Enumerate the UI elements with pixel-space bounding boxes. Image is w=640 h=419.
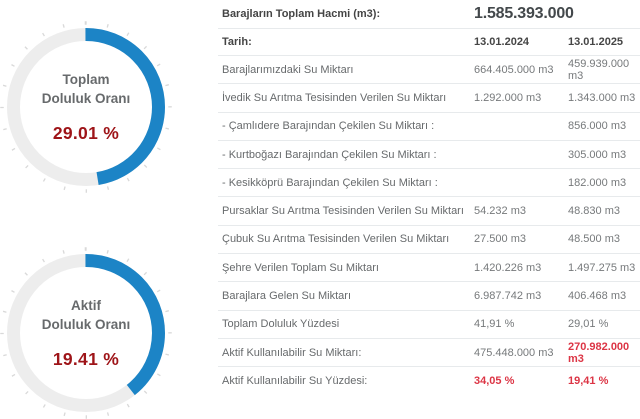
table-row: - Çamlıdere Barajından Çekilen Su Miktar… [218,113,640,141]
table-header-row: Barajların Toplam Hacmi (m3): 1.585.393.… [218,0,640,29]
table-body: Barajlarımızdaki Su Miktarı 664.405.000 … [218,56,640,396]
gauge-active-fill: Aktif Doluluk Oranı 19.41 % [0,245,174,419]
table-row: - Kesikköprü Barajından Çekilen Su Mikta… [218,169,640,198]
row-label: - Kurtboğazı Barajından Çekilen Su Mikta… [222,148,437,161]
gauge-percent-value: 19.41 % [52,349,120,369]
gauge-center-text: Aktif Doluluk Oranı 19.41 % [0,245,174,419]
table-row: Çubuk Su Arıtma Tesisinden Verilen Su Mi… [218,226,640,255]
value-2024: 27.500 m3 [474,233,526,246]
row-label: - Çamlıdere Barajından Çekilen Su Miktar… [222,120,435,133]
table-row: İvedik Su Arıtma Tesisinden Verilen Su M… [218,84,640,113]
row-label: Çubuk Su Arıtma Tesisinden Verilen Su Mi… [222,233,450,246]
table-row: Şehre Verilen Toplam Su Miktarı 1.420.22… [218,254,640,283]
total-volume-value: 1.585.393.000 [474,5,574,22]
gauge-center-text: Toplam Doluluk Oranı 29.01 % [0,19,174,195]
gauge-total-fill: Toplam Doluluk Oranı 29.01 % [0,19,174,195]
row-label: Toplam Doluluk Yüzdesi [222,318,340,331]
value-2024: 1.292.000 m3 [474,91,542,104]
value-2024: 41,91 % [474,318,515,331]
value-2024: 34,05 % [474,375,515,388]
table-row: Aktif Kullanılabilir Su Yüzdesi: 34,05 %… [218,367,640,395]
table-row: Aktif Kullanılabilir Su Miktarı: 475.448… [218,339,640,368]
row-label: Aktif Kullanılabilir Su Miktarı: [222,346,362,359]
total-volume-label: Barajların Toplam Hacmi (m3): [222,8,381,20]
value-2025: 305.000 m3 [568,148,627,161]
table-row: Barajlara Gelen Su Miktarı 6.987.742 m3 … [218,282,640,311]
gauge-title-line2: Doluluk Oranı [41,317,131,332]
row-label: Pursaklar Su Arıtma Tesisinden Verilen S… [222,205,464,218]
value-2025: 459.939.000 m3 [568,57,630,82]
gauge-title-line2: Doluluk Oranı [41,91,131,106]
value-2025: 29,01 % [568,318,609,331]
value-2025: 182.000 m3 [568,176,627,189]
value-2025: 270.982.000 m3 [568,340,630,365]
gauge-title-line1: Aktif [71,298,101,313]
row-label: Şehre Verilen Toplam Su Miktarı [222,261,379,274]
table-row: Toplam Doluluk Yüzdesi 41,91 % 29,01 % [218,311,640,339]
value-2025: 856.000 m3 [568,120,627,133]
table-row: Pursaklar Su Arıtma Tesisinden Verilen S… [218,197,640,226]
value-2024: 475.448.000 m3 [474,346,554,359]
row-label: - Kesikköprü Barajından Çekilen Su Mikta… [222,176,438,189]
value-2025: 406.468 m3 [568,290,627,303]
gauge-title-line1: Toplam [62,72,110,87]
value-2025: 1.343.000 m3 [568,91,636,104]
date-label: Tarih: [222,36,252,48]
date-2025: 13.01.2025 [568,36,624,48]
value-2025: 19,41 % [568,375,609,388]
summary-table: Barajların Toplam Hacmi (m3): 1.585.393.… [218,0,640,396]
value-2024: 664.405.000 m3 [474,63,554,76]
value-2025: 1.497.275 m3 [568,261,636,274]
value-2024: 6.987.742 m3 [474,290,542,303]
value-2024: 1.420.226 m3 [474,261,542,274]
row-label: Barajlara Gelen Su Miktarı [222,290,351,303]
table-row: - Kurtboğazı Barajından Çekilen Su Mikta… [218,141,640,170]
donut-chart-icon [0,21,172,193]
table-row: Barajlarımızdaki Su Miktarı 664.405.000 … [218,56,640,85]
row-label: İvedik Su Arıtma Tesisinden Verilen Su M… [222,91,447,104]
row-label: Barajlarımızdaki Su Miktarı [222,63,354,76]
value-2024: 54.232 m3 [474,205,526,218]
value-2025: 48.500 m3 [568,233,620,246]
date-2024: 13.01.2024 [474,36,530,48]
value-2025: 48.830 m3 [568,205,620,218]
date-row: Tarih: 13.01.2024 13.01.2025 [218,29,640,56]
donut-chart-icon [0,247,172,419]
row-label: Aktif Kullanılabilir Su Yüzdesi: [222,375,368,388]
gauge-percent-value: 29.01 % [52,123,120,143]
